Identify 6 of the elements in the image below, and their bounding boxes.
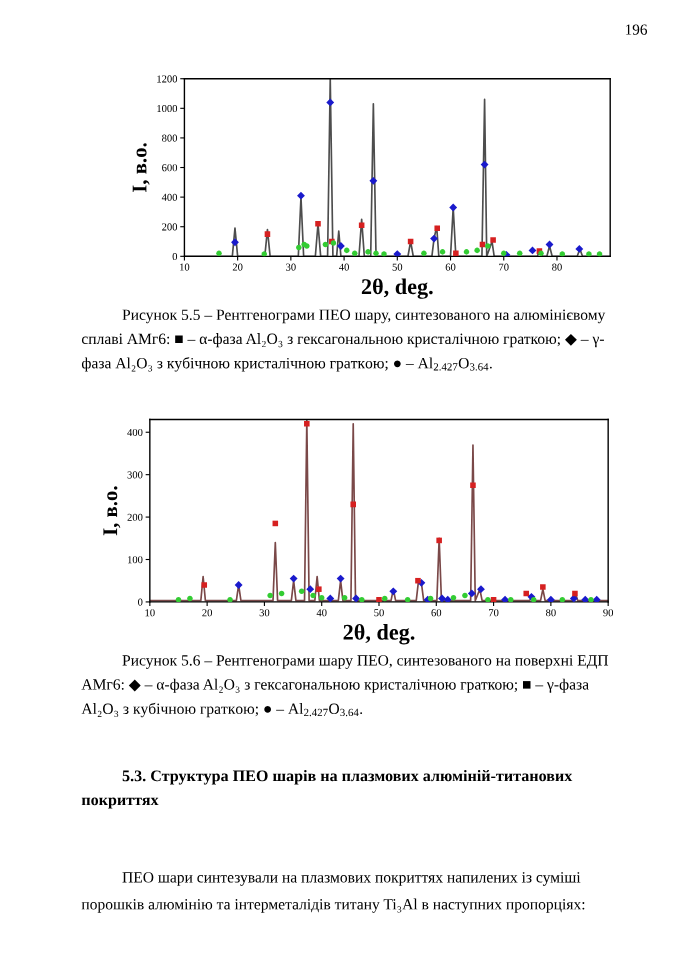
y-axis-title: I, в.о. [132, 143, 150, 193]
x-axis-title: 2θ, deg. [361, 278, 433, 299]
y-axis-title: I, в.о. [103, 486, 121, 536]
text: покриттях [81, 797, 159, 809]
x-axis-title: 2θ, deg. [343, 623, 415, 645]
text: 5.3. Структура ПЕО шарів на плазмових алюміній-титанових [122, 769, 573, 785]
